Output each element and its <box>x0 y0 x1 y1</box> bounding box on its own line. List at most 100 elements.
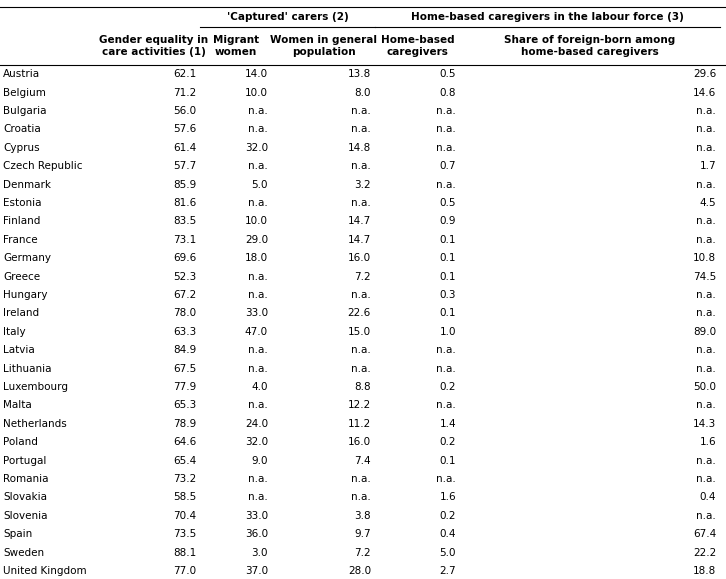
Text: 70.4: 70.4 <box>173 511 196 521</box>
Text: 7.2: 7.2 <box>354 548 371 558</box>
Text: n.a.: n.a. <box>436 345 456 355</box>
Text: n.a.: n.a. <box>436 179 456 189</box>
Text: n.a.: n.a. <box>696 290 716 300</box>
Text: 1.0: 1.0 <box>439 327 456 337</box>
Text: n.a.: n.a. <box>248 198 268 208</box>
Text: 85.9: 85.9 <box>173 179 196 189</box>
Text: Women in general
population: Women in general population <box>270 35 377 57</box>
Text: 3.2: 3.2 <box>354 179 371 189</box>
Text: n.a.: n.a. <box>351 290 371 300</box>
Text: 0.1: 0.1 <box>439 309 456 318</box>
Text: 65.4: 65.4 <box>173 456 196 466</box>
Text: n.a.: n.a. <box>696 401 716 411</box>
Text: n.a.: n.a. <box>436 401 456 411</box>
Text: 2.7: 2.7 <box>439 566 456 576</box>
Text: n.a.: n.a. <box>351 345 371 355</box>
Text: n.a.: n.a. <box>248 290 268 300</box>
Text: 3.8: 3.8 <box>354 511 371 521</box>
Text: n.a.: n.a. <box>351 474 371 484</box>
Text: 3.0: 3.0 <box>251 548 268 558</box>
Text: Malta: Malta <box>3 401 32 411</box>
Text: 24.0: 24.0 <box>245 419 268 429</box>
Text: 36.0: 36.0 <box>245 529 268 539</box>
Text: 50.0: 50.0 <box>693 382 716 392</box>
Text: 11.2: 11.2 <box>348 419 371 429</box>
Text: 29.0: 29.0 <box>245 235 268 245</box>
Text: Gender equality in
care activities (1): Gender equality in care activities (1) <box>99 35 208 57</box>
Text: 0.1: 0.1 <box>439 253 456 263</box>
Text: n.a.: n.a. <box>436 364 456 373</box>
Text: 5.0: 5.0 <box>439 548 456 558</box>
Text: 88.1: 88.1 <box>173 548 196 558</box>
Text: 1.4: 1.4 <box>439 419 456 429</box>
Text: 4.0: 4.0 <box>251 382 268 392</box>
Text: n.a.: n.a. <box>248 161 268 171</box>
Text: 18.8: 18.8 <box>693 566 716 576</box>
Text: 'Captured' carers (2): 'Captured' carers (2) <box>227 12 348 22</box>
Text: Italy: Italy <box>3 327 25 337</box>
Text: 69.6: 69.6 <box>173 253 196 263</box>
Text: 14.3: 14.3 <box>693 419 716 429</box>
Text: 5.0: 5.0 <box>251 179 268 189</box>
Text: 47.0: 47.0 <box>245 327 268 337</box>
Text: Lithuania: Lithuania <box>3 364 52 373</box>
Text: Share of foreign-born among
home-based caregivers: Share of foreign-born among home-based c… <box>505 35 676 57</box>
Text: 15.0: 15.0 <box>348 327 371 337</box>
Text: n.a.: n.a. <box>696 511 716 521</box>
Text: n.a.: n.a. <box>696 364 716 373</box>
Text: n.a.: n.a. <box>696 474 716 484</box>
Text: Portugal: Portugal <box>3 456 46 466</box>
Text: United Kingdom: United Kingdom <box>3 566 86 576</box>
Text: 37.0: 37.0 <box>245 566 268 576</box>
Text: 14.6: 14.6 <box>693 87 716 98</box>
Text: Latvia: Latvia <box>3 345 35 355</box>
Text: n.a.: n.a. <box>436 143 456 153</box>
Text: 7.2: 7.2 <box>354 272 371 281</box>
Text: Finland: Finland <box>3 217 41 226</box>
Text: 9.7: 9.7 <box>354 529 371 539</box>
Text: n.a.: n.a. <box>436 124 456 134</box>
Text: 57.7: 57.7 <box>173 161 196 171</box>
Text: 22.6: 22.6 <box>348 309 371 318</box>
Text: Germany: Germany <box>3 253 51 263</box>
Text: n.a.: n.a. <box>248 345 268 355</box>
Text: Poland: Poland <box>3 437 38 447</box>
Text: n.a.: n.a. <box>248 364 268 373</box>
Text: 74.5: 74.5 <box>693 272 716 281</box>
Text: Cyprus: Cyprus <box>3 143 40 153</box>
Text: 28.0: 28.0 <box>348 566 371 576</box>
Text: 0.5: 0.5 <box>439 198 456 208</box>
Text: Home-based caregivers in the labour force (3): Home-based caregivers in the labour forc… <box>411 12 684 22</box>
Text: Hungary: Hungary <box>3 290 47 300</box>
Text: 14.8: 14.8 <box>348 143 371 153</box>
Text: Slovakia: Slovakia <box>3 492 47 503</box>
Text: 62.1: 62.1 <box>173 69 196 79</box>
Text: 8.0: 8.0 <box>354 87 371 98</box>
Text: 73.5: 73.5 <box>173 529 196 539</box>
Text: Austria: Austria <box>3 69 40 79</box>
Text: 0.3: 0.3 <box>439 290 456 300</box>
Text: 10.0: 10.0 <box>245 87 268 98</box>
Text: n.a.: n.a. <box>436 474 456 484</box>
Text: 1.6: 1.6 <box>439 492 456 503</box>
Text: n.a.: n.a. <box>696 309 716 318</box>
Text: 0.2: 0.2 <box>439 382 456 392</box>
Text: 7.4: 7.4 <box>354 456 371 466</box>
Text: 33.0: 33.0 <box>245 511 268 521</box>
Text: n.a.: n.a. <box>696 456 716 466</box>
Text: France: France <box>3 235 38 245</box>
Text: 14.7: 14.7 <box>348 235 371 245</box>
Text: Romania: Romania <box>3 474 49 484</box>
Text: 0.5: 0.5 <box>439 69 456 79</box>
Text: 78.9: 78.9 <box>173 419 196 429</box>
Text: 57.6: 57.6 <box>173 124 196 134</box>
Text: n.a.: n.a. <box>696 179 716 189</box>
Text: n.a.: n.a. <box>351 124 371 134</box>
Text: Ireland: Ireland <box>3 309 39 318</box>
Text: n.a.: n.a. <box>696 217 716 226</box>
Text: Belgium: Belgium <box>3 87 46 98</box>
Text: n.a.: n.a. <box>248 401 268 411</box>
Text: 78.0: 78.0 <box>173 309 196 318</box>
Text: 14.0: 14.0 <box>245 69 268 79</box>
Text: 14.7: 14.7 <box>348 217 371 226</box>
